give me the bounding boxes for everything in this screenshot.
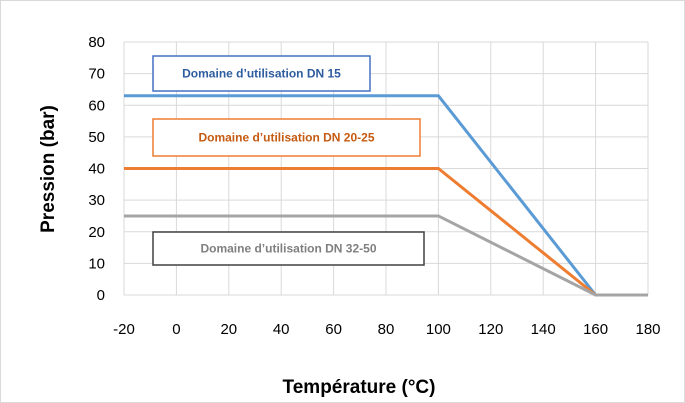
y-tick-label: 70 — [88, 66, 105, 83]
annotation-box-1 — [152, 55, 371, 92]
x-tick-label: 60 — [325, 321, 342, 338]
y-tick-label: 40 — [88, 161, 105, 178]
series-lines — [124, 94, 648, 297]
series-line-3 — [124, 214, 648, 297]
y-axis-title: Pression (bar) — [38, 105, 59, 233]
annotation-box-2 — [152, 118, 421, 157]
x-tick-label: 100 — [426, 321, 451, 338]
tick-labels: -20 0 20 40 60 80 100 120 140 160 180 0 10 20 30 40 50 60… — [88, 34, 660, 338]
x-tick-label: 40 — [273, 321, 290, 338]
x-tick-label: 0 — [172, 321, 180, 338]
x-axis-title: Température (°C) — [283, 377, 436, 398]
annotations: Domaine d’utilisation DN 15 Domaine d’uti… — [152, 55, 425, 266]
y-tick-label: 20 — [88, 224, 105, 241]
x-tick-label: 160 — [583, 321, 608, 338]
x-tick-label: 80 — [378, 321, 395, 338]
x-tick-label: 120 — [478, 321, 503, 338]
x-tick-label: -20 — [113, 321, 135, 338]
annotation-label-2: Domaine d’utilisation DN 20-25 — [198, 131, 374, 145]
y-tick-label: 60 — [88, 97, 105, 114]
y-tick-label: 0 — [97, 287, 105, 304]
y-tick-label: 10 — [88, 255, 105, 272]
y-tick-label: 80 — [88, 34, 105, 51]
annotation-box-3 — [152, 231, 425, 266]
y-tick-label: 30 — [88, 192, 105, 209]
x-tick-label: 20 — [220, 321, 237, 338]
annotation-label-1: Domaine d’utilisation DN 15 — [182, 67, 341, 81]
x-tick-label: 180 — [635, 321, 660, 338]
annotation-label-3: Domaine d’utilisation DN 32-50 — [200, 242, 376, 256]
y-tick-label: 50 — [88, 129, 105, 146]
x-tick-label: 140 — [531, 321, 556, 338]
